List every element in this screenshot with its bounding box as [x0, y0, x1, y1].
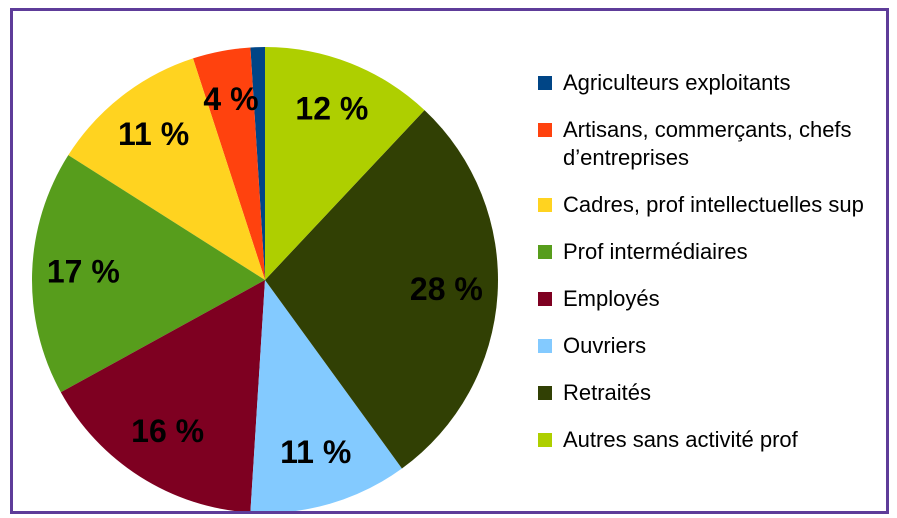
data-label: 16 %	[131, 413, 204, 449]
pie-slice	[265, 47, 425, 280]
legend-item: Cadres, prof intellectuelles sup	[538, 191, 868, 219]
legend-item: Employés	[538, 285, 868, 313]
legend-swatch	[538, 433, 552, 447]
legend-swatch	[538, 123, 552, 137]
chart-frame: 4 % 11 % 17 % 16 % 11 % 28 % 12 % Agriculteurs…	[10, 8, 889, 514]
pie-slice	[250, 47, 265, 280]
pie-slice	[265, 110, 498, 469]
pie-slice	[68, 58, 265, 280]
legend-swatch	[538, 76, 552, 90]
legend-label: Autres sans activité prof	[563, 427, 798, 452]
legend-label: Artisans, commerçants, chefs d’entrepris…	[563, 117, 852, 170]
legend-swatch	[538, 245, 552, 259]
legend-label: Agriculteurs exploitants	[563, 70, 791, 95]
legend-label: Prof intermédiaires	[563, 239, 748, 264]
legend-item: Ouvriers	[538, 332, 868, 360]
legend-label: Employés	[563, 286, 660, 311]
legend-swatch	[538, 198, 552, 212]
data-label: 11 %	[118, 116, 189, 152]
legend-swatch	[538, 339, 552, 353]
pie-slice	[192, 47, 265, 280]
data-label: 28 %	[410, 271, 483, 307]
legend-label: Retraités	[563, 380, 652, 405]
legend-item: Artisans, commerçants, chefs d’entrepris…	[538, 116, 868, 172]
legend-label: Ouvriers	[563, 333, 647, 358]
legend: Agriculteurs exploitants Artisans, commer…	[538, 69, 868, 473]
data-label: 12 %	[295, 90, 368, 126]
legend-swatch	[538, 386, 552, 400]
legend-item: Retraités	[538, 379, 868, 407]
legend-swatch	[538, 292, 552, 306]
pie-chart: 4 % 11 % 17 % 16 % 11 % 28 % 12 %	[32, 47, 498, 511]
legend-item: Prof intermédiaires	[538, 238, 868, 266]
pie-slice	[32, 155, 266, 393]
legend-item: Autres sans activité prof	[538, 426, 868, 454]
legend-item: Agriculteurs exploitants	[538, 69, 868, 97]
pie-slice	[60, 280, 265, 511]
data-label: 17 %	[47, 254, 120, 290]
pie-slice	[250, 280, 402, 511]
legend-label: Cadres, prof intellectuelles sup	[563, 192, 864, 217]
data-label: 4 %	[203, 81, 258, 117]
data-label: 11 %	[280, 434, 351, 470]
